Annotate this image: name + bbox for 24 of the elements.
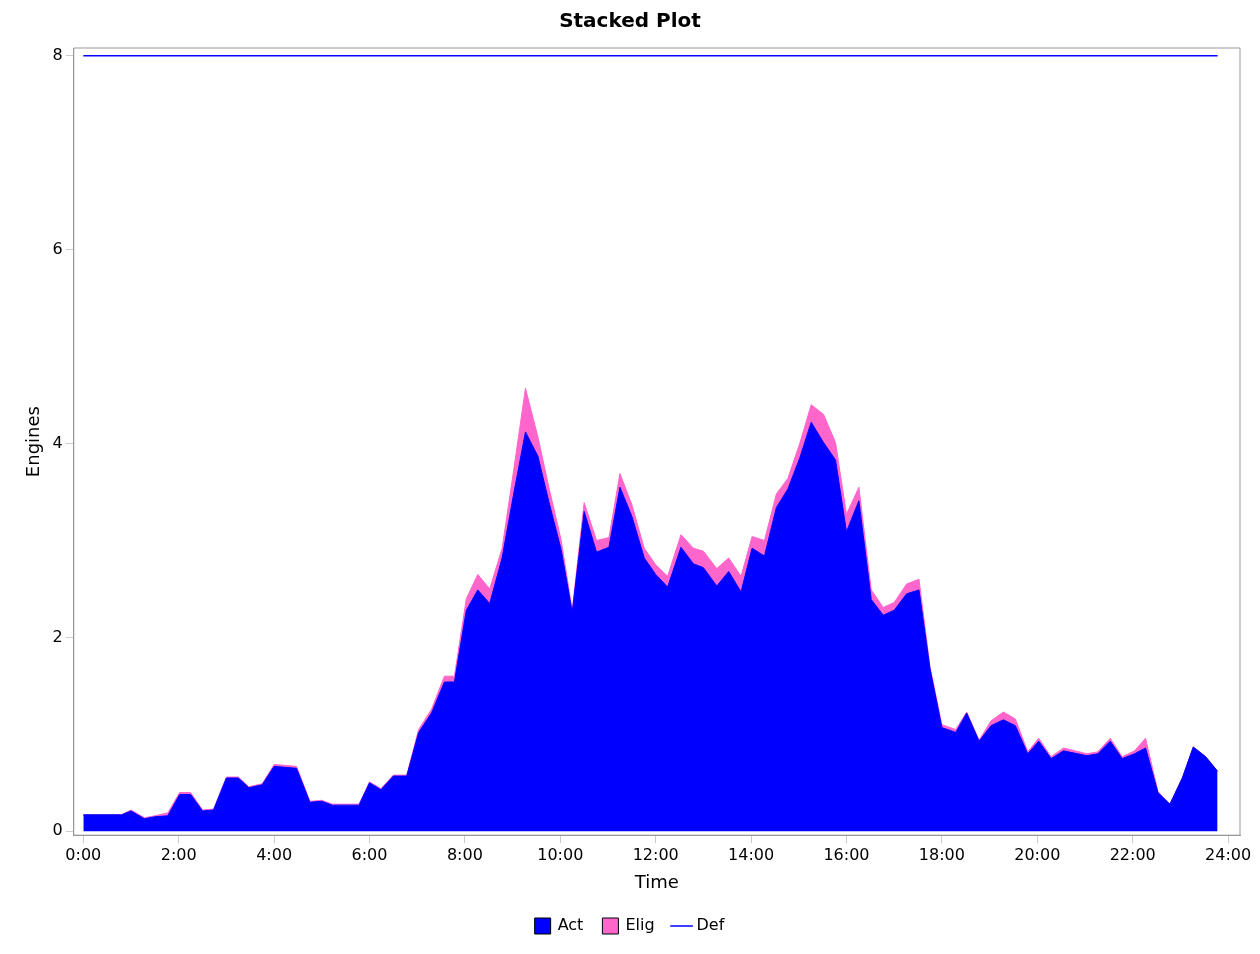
x-tick-label: 2:00 (160, 844, 197, 864)
x-tick-label: 4:00 (256, 844, 293, 864)
chart-title: Stacked Plot (559, 8, 702, 33)
legend-label: Elig (625, 915, 655, 935)
x-tick-label: 24:00 (1205, 844, 1252, 864)
x-tick-label: 18:00 (918, 844, 965, 864)
x-tick-label: 14:00 (728, 844, 775, 864)
x-tick-label: 10:00 (537, 844, 584, 864)
x-tick-label: 16:00 (823, 844, 870, 864)
y-tick-label: 4 (52, 432, 63, 452)
x-tick-label: 0:00 (65, 844, 102, 864)
x-tick-label: 22:00 (1109, 844, 1156, 864)
x-tick-label: 20:00 (1014, 844, 1061, 864)
x-axis-title: Time (633, 870, 679, 892)
x-tick-label: 6:00 (351, 844, 388, 864)
x-tick-label: 8:00 (446, 844, 483, 864)
y-tick-label: 2 (52, 626, 63, 646)
legend-label: Def (696, 915, 725, 935)
x-tick-label: 12:00 (632, 844, 679, 864)
y-tick-label: 0 (52, 820, 63, 840)
legend-label: Act (557, 915, 584, 935)
y-axis-title: Engines (22, 406, 44, 478)
y-tick-label: 8 (52, 44, 63, 64)
y-tick-label: 6 (52, 238, 63, 258)
